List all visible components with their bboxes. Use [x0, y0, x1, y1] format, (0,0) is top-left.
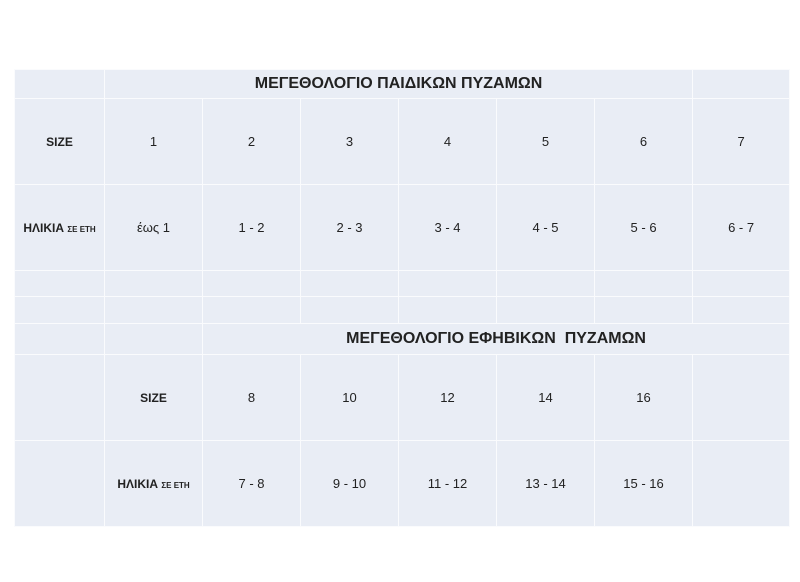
kids-size-cell: 5 [496, 98, 595, 185]
kids-age-label: ΗΛΙΚΙΑ ΣΕ ΕΤΗ [14, 184, 105, 271]
kids-size-label: SIZE [14, 98, 105, 185]
teen-age-label: ΗΛΙΚΙΑ ΣΕ ΕΤΗ [104, 440, 203, 527]
kids-size-row: SIZE 1 2 3 4 5 6 7 [14, 98, 791, 185]
kids-size-cell: 6 [593, 98, 694, 185]
teen-size-cell: 14 [496, 354, 595, 441]
teen-age-row: ΗΛΙΚΙΑ ΣΕ ΕΤΗ 7 - 8 9 - 10 11 - 12 13 - … [14, 440, 791, 527]
age-label-main: ΗΛΙΚΙΑ [23, 220, 64, 235]
kids-size-cell: 1 [104, 98, 203, 185]
kids-age-row: ΗΛΙΚΙΑ ΣΕ ΕΤΗ έως 1 1 - 2 2 - 3 3 - 4 4 … [14, 184, 791, 271]
teen-age-cell: 11 - 12 [398, 440, 497, 527]
kids-size-cell: 2 [202, 98, 301, 185]
size-chart-table: ΜΕΓΕΘΟΛΟΓΙΟ ΠΑΙΔΙΚΩΝ ΠΥΖΑΜΩΝ SIZE 1 2 3 … [14, 69, 791, 527]
teen-size-cell: 8 [202, 354, 301, 441]
teen-size-label: SIZE [104, 354, 203, 441]
teen-age-cell: 13 - 14 [496, 440, 595, 527]
empty-cell [14, 354, 105, 441]
teen-size-row: SIZE 8 10 12 14 16 [14, 354, 791, 441]
empty-cell [14, 69, 105, 99]
kids-size-cell: 3 [300, 98, 399, 185]
teen-age-cell: 7 - 8 [202, 440, 301, 527]
teen-age-cell: 9 - 10 [300, 440, 399, 527]
teen-size-cell: 10 [300, 354, 399, 441]
kids-age-cell: 5 - 6 [593, 184, 694, 271]
kids-age-cell: 6 - 7 [692, 184, 791, 271]
teen-size-cell: 12 [398, 354, 497, 441]
age-label-suffix: ΣΕ ΕΤΗ [67, 224, 96, 234]
age-label-main: ΗΛΙΚΙΑ [117, 476, 158, 491]
teen-size-cell: 16 [593, 354, 694, 441]
kids-age-cell: 3 - 4 [398, 184, 497, 271]
teen-age-cell: 15 - 16 [593, 440, 694, 527]
empty-cell [104, 323, 203, 355]
kids-table-title: ΜΕΓΕΘΟΛΟΓΙΟ ΠΑΙΔΙΚΩΝ ΠΥΖΑΜΩΝ [103, 69, 694, 99]
empty-cell [14, 440, 105, 527]
kids-size-cell: 4 [398, 98, 497, 185]
kids-age-cell: έως 1 [104, 184, 203, 271]
kids-age-cell: 1 - 2 [202, 184, 301, 271]
empty-cell [692, 440, 791, 527]
empty-cell [692, 354, 791, 441]
teen-table-title: ΜΕΓΕΘΟΛΟΓΙΟ ΕΦΗΒΙΚΩΝ ΠΥΖΑΜΩΝ [201, 323, 791, 355]
empty-cell [692, 69, 791, 99]
kids-size-cell: 7 [692, 98, 791, 185]
empty-row [14, 296, 791, 324]
kids-age-cell: 2 - 3 [300, 184, 399, 271]
empty-cell [14, 323, 105, 355]
empty-row [14, 270, 791, 297]
age-label-suffix: ΣΕ ΕΤΗ [161, 480, 190, 490]
kids-age-cell: 4 - 5 [496, 184, 595, 271]
